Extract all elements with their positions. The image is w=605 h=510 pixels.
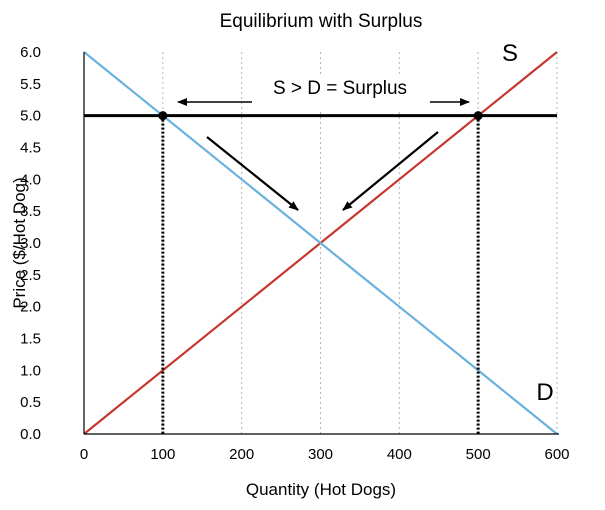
price-down-arrow — [342, 131, 439, 211]
y-tick-label: 6.0 — [20, 44, 41, 61]
demand-curve-label: D — [536, 379, 553, 406]
surplus-label: S > D = Surplus — [273, 78, 407, 99]
y-tick-label: 0.0 — [20, 426, 41, 443]
y-tick-label: 4.0 — [20, 171, 41, 188]
y-tick-labels: 0.0 0.5 1.0 1.5 2.0 2.5 3.0 3.5 4.0 4.5 5.0 5.5 6.0 — [20, 44, 41, 443]
y-tick-label: 5.5 — [20, 76, 41, 93]
y-tick-label: 2.5 — [20, 267, 41, 284]
x-tick-label: 500 — [466, 446, 491, 463]
supply-curve-label: S — [502, 40, 518, 67]
quantity-guides — [161, 115, 480, 434]
y-tick-label: 1.0 — [20, 362, 41, 379]
surplus-label-bg — [252, 74, 430, 112]
y-tick-label: 3.5 — [20, 203, 41, 220]
y-axis-label: Price ($/Hot Dog) — [10, 177, 29, 308]
y-tick-label: 3.0 — [20, 235, 41, 252]
intersection-points — [158, 111, 483, 121]
intersection-point — [473, 111, 483, 121]
y-tick-label: 0.5 — [20, 394, 41, 411]
x-tick-label: 600 — [544, 446, 569, 463]
chart-title: Equilibrium with Surplus — [220, 11, 423, 32]
x-tick-label: 200 — [229, 446, 254, 463]
x-tick-label: 100 — [150, 446, 175, 463]
y-tick-label: 5.0 — [20, 108, 41, 125]
x-tick-label: 0 — [80, 446, 88, 463]
intersection-point — [158, 111, 168, 121]
x-tick-label: 400 — [387, 446, 412, 463]
y-tick-label: 1.5 — [20, 331, 41, 348]
y-tick-label: 4.5 — [20, 140, 41, 157]
x-tick-labels: 0 100 200 300 400 500 600 — [80, 446, 570, 463]
price-down-arrow — [206, 136, 299, 211]
x-axis-label: Quantity (Hot Dogs) — [246, 480, 396, 499]
y-tick-label: 2.0 — [20, 299, 41, 316]
x-tick-label: 300 — [308, 446, 333, 463]
